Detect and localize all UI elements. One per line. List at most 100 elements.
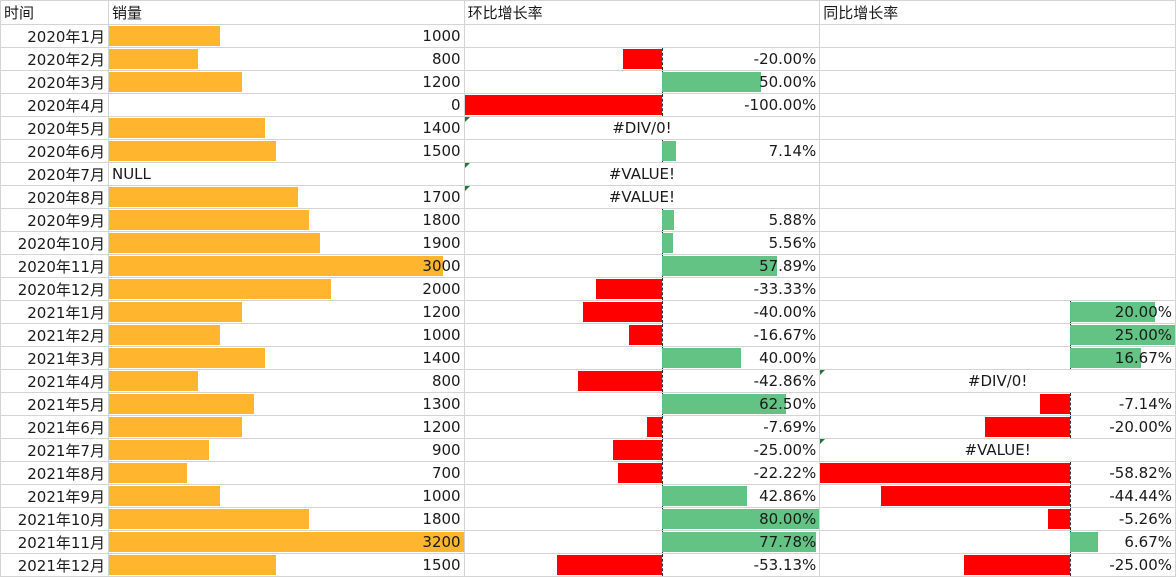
mom-cell[interactable]: #VALUE! (463, 185, 821, 209)
sales-cell[interactable]: NULL (107, 162, 465, 186)
yoy-cell[interactable]: -44.44% (819, 484, 1176, 508)
month-cell[interactable]: 2020年4月 (0, 93, 109, 117)
sales-cell[interactable]: 1500 (107, 553, 465, 577)
sales-cell[interactable]: 3200 (107, 530, 465, 554)
mom-cell[interactable]: -40.00% (463, 300, 821, 324)
sales-cell[interactable]: 1900 (107, 231, 465, 255)
yoy-cell[interactable] (819, 47, 1176, 71)
sales-cell[interactable]: 1000 (107, 24, 465, 48)
mom-cell[interactable]: #DIV/0! (463, 116, 821, 140)
month-cell[interactable]: 2020年7月 (0, 162, 109, 186)
yoy-cell[interactable]: -7.14% (819, 392, 1176, 416)
yoy-cell[interactable] (819, 185, 1176, 209)
mom-cell[interactable]: #VALUE! (463, 162, 821, 186)
sales-cell[interactable]: 700 (107, 461, 465, 485)
month-cell[interactable]: 2021年3月 (0, 346, 109, 370)
yoy-cell[interactable]: #VALUE! (819, 438, 1176, 462)
month-cell[interactable]: 2021年11月 (0, 530, 109, 554)
sales-cell[interactable]: 1000 (107, 323, 465, 347)
month-cell[interactable]: 2020年8月 (0, 185, 109, 209)
yoy-cell[interactable] (819, 277, 1176, 301)
month-cell[interactable]: 2020年6月 (0, 139, 109, 163)
sales-cell[interactable]: 1400 (107, 346, 465, 370)
month-cell[interactable]: 2020年1月 (0, 24, 109, 48)
mom-cell[interactable]: 40.00% (463, 346, 821, 370)
month-cell[interactable]: 2021年5月 (0, 392, 109, 416)
yoy-cell[interactable] (819, 24, 1176, 48)
mom-cell[interactable]: 5.88% (463, 208, 821, 232)
sales-cell[interactable]: 800 (107, 47, 465, 71)
mom-cell[interactable] (463, 24, 821, 48)
mom-cell[interactable]: 57.89% (463, 254, 821, 278)
mom-cell[interactable]: 42.86% (463, 484, 821, 508)
month-cell[interactable]: 2020年12月 (0, 277, 109, 301)
mom-cell[interactable]: 80.00% (463, 507, 821, 531)
sales-cell[interactable]: 800 (107, 369, 465, 393)
yoy-cell[interactable] (819, 208, 1176, 232)
mom-cell[interactable]: 62.50% (463, 392, 821, 416)
yoy-cell[interactable] (819, 70, 1176, 94)
mom-cell[interactable]: -100.00% (463, 93, 821, 117)
mom-cell[interactable]: -16.67% (463, 323, 821, 347)
mom-cell[interactable]: 77.78% (463, 530, 821, 554)
mom-cell[interactable]: -33.33% (463, 277, 821, 301)
sales-cell[interactable]: 1200 (107, 70, 465, 94)
month-cell[interactable]: 2021年2月 (0, 323, 109, 347)
yoy-cell[interactable]: #DIV/0! (819, 369, 1176, 393)
sales-cell[interactable]: 1400 (107, 116, 465, 140)
yoy-cell[interactable]: -58.82% (819, 461, 1176, 485)
yoy-cell[interactable] (819, 116, 1176, 140)
mom-cell[interactable]: 7.14% (463, 139, 821, 163)
mom-cell[interactable]: -53.13% (463, 553, 821, 577)
yoy-cell[interactable]: 16.67% (819, 346, 1176, 370)
sales-cell[interactable]: 1700 (107, 185, 465, 209)
yoy-cell[interactable] (819, 93, 1176, 117)
mom-cell[interactable]: 5.56% (463, 231, 821, 255)
yoy-cell[interactable] (819, 162, 1176, 186)
mom-cell[interactable]: -42.86% (463, 369, 821, 393)
month-cell[interactable]: 2021年7月 (0, 438, 109, 462)
header-sales[interactable]: 销量 (107, 0, 465, 25)
mom-cell[interactable]: -20.00% (463, 47, 821, 71)
header-mom[interactable]: 环比增长率 (463, 0, 821, 25)
month-cell[interactable]: 2021年8月 (0, 461, 109, 485)
sales-cell[interactable]: 1300 (107, 392, 465, 416)
sales-cell[interactable]: 900 (107, 438, 465, 462)
sales-cell[interactable]: 0 (107, 93, 465, 117)
mom-cell[interactable]: 50.00% (463, 70, 821, 94)
month-cell[interactable]: 2021年12月 (0, 553, 109, 577)
sales-cell[interactable]: 1800 (107, 507, 465, 531)
month-cell[interactable]: 2020年11月 (0, 254, 109, 278)
mom-cell[interactable]: -25.00% (463, 438, 821, 462)
month-cell[interactable]: 2021年4月 (0, 369, 109, 393)
yoy-cell[interactable] (819, 254, 1176, 278)
month-cell[interactable]: 2020年2月 (0, 47, 109, 71)
sales-cell[interactable]: 2000 (107, 277, 465, 301)
mom-cell[interactable]: -22.22% (463, 461, 821, 485)
sales-cell[interactable]: 1800 (107, 208, 465, 232)
sales-cell[interactable]: 1500 (107, 139, 465, 163)
sales-cell[interactable]: 1200 (107, 300, 465, 324)
yoy-cell[interactable]: -5.26% (819, 507, 1176, 531)
header-time[interactable]: 时间 (0, 0, 109, 25)
month-cell[interactable]: 2020年9月 (0, 208, 109, 232)
yoy-cell[interactable]: -25.00% (819, 553, 1176, 577)
header-yoy[interactable]: 同比增长率 (819, 0, 1176, 25)
yoy-cell[interactable]: 6.67% (819, 530, 1176, 554)
yoy-cell[interactable]: 25.00% (819, 323, 1176, 347)
month-cell[interactable]: 2020年10月 (0, 231, 109, 255)
sales-cell[interactable]: 1000 (107, 484, 465, 508)
month-cell[interactable]: 2020年3月 (0, 70, 109, 94)
mom-cell[interactable]: -7.69% (463, 415, 821, 439)
yoy-cell[interactable] (819, 231, 1176, 255)
month-cell[interactable]: 2021年6月 (0, 415, 109, 439)
month-cell[interactable]: 2021年1月 (0, 300, 109, 324)
yoy-cell[interactable] (819, 139, 1176, 163)
yoy-cell[interactable]: 20.00% (819, 300, 1176, 324)
sales-cell[interactable]: 3000 (107, 254, 465, 278)
month-cell[interactable]: 2020年5月 (0, 116, 109, 140)
sales-cell[interactable]: 1200 (107, 415, 465, 439)
month-cell[interactable]: 2021年10月 (0, 507, 109, 531)
month-cell[interactable]: 2021年9月 (0, 484, 109, 508)
yoy-cell[interactable]: -20.00% (819, 415, 1176, 439)
